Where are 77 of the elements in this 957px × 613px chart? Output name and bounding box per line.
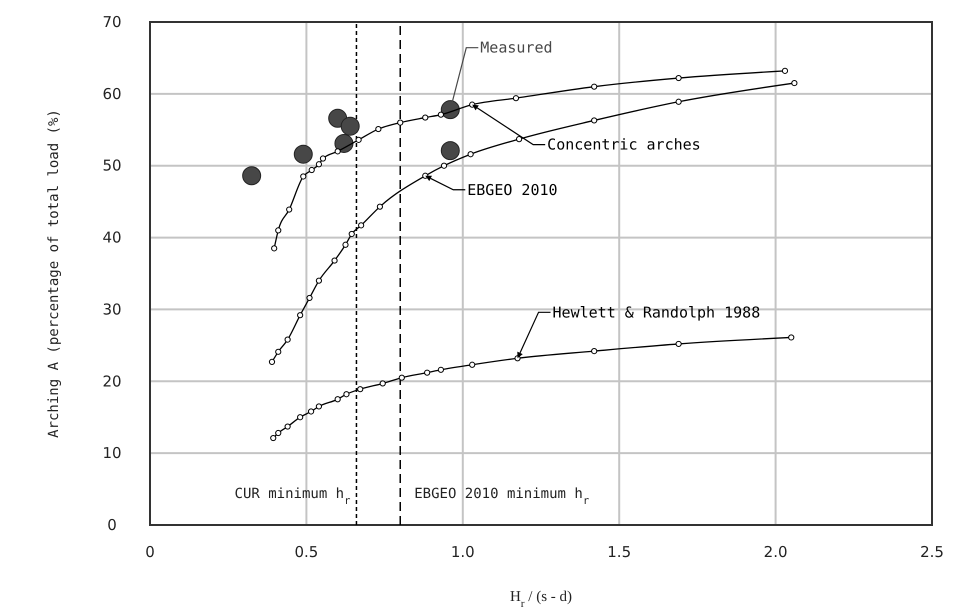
legend-label: EBGEO 2010 <box>467 180 558 199</box>
point <box>512 95 520 102</box>
point <box>320 155 326 162</box>
x-tick-label: 2.5 <box>920 543 944 561</box>
point <box>397 120 404 126</box>
point <box>284 336 291 343</box>
point <box>271 245 278 252</box>
point <box>294 144 313 164</box>
x-tick-label: 0.5 <box>294 543 318 561</box>
point <box>286 206 292 213</box>
point <box>316 278 322 284</box>
y-tick-label: 40 <box>102 228 122 247</box>
point <box>297 312 304 318</box>
point <box>356 136 362 143</box>
point <box>591 348 598 354</box>
x-axis-title: H$_{r}$ / (s - d) <box>510 589 572 610</box>
y-tick-label: 30 <box>102 300 122 318</box>
point <box>331 257 338 264</box>
ref-line-label: CUR minimum h$_{r}$ <box>234 486 350 507</box>
point <box>440 162 448 169</box>
point <box>676 74 682 82</box>
y-tick-label: 10 <box>102 444 122 462</box>
text: Measured <box>480 38 553 57</box>
series-label: Hewlett & Randolph 1988 <box>552 303 760 322</box>
point <box>376 204 384 210</box>
text: Concentric arches <box>547 136 701 154</box>
point <box>340 116 360 136</box>
point <box>334 148 341 154</box>
y-tick-label: 0 <box>107 516 117 534</box>
point <box>270 434 276 442</box>
y-tick-label: 20 <box>102 372 122 390</box>
point <box>242 166 262 186</box>
y-tick-label: 50 <box>102 156 122 175</box>
point <box>676 98 682 105</box>
point <box>469 362 476 368</box>
ref-line-label: EBGEO 2010 minimum h$_{r}$ <box>414 486 590 507</box>
point <box>375 126 382 132</box>
point <box>788 334 794 341</box>
point <box>422 114 428 121</box>
point <box>398 374 405 381</box>
point <box>468 151 474 158</box>
point <box>300 173 306 180</box>
point <box>380 380 386 387</box>
y-tick-label: 60 <box>102 84 122 103</box>
point <box>782 68 788 74</box>
x-tick-label: 0 <box>145 543 155 561</box>
point <box>676 340 682 348</box>
point <box>334 396 341 402</box>
point <box>591 84 598 90</box>
point <box>440 141 460 160</box>
point <box>306 294 313 302</box>
point <box>316 161 322 168</box>
point <box>275 430 282 436</box>
point <box>438 366 444 373</box>
point <box>791 80 798 86</box>
point <box>297 414 304 420</box>
point <box>343 391 350 398</box>
x-tick-label: 2.0 <box>764 543 788 561</box>
point <box>358 222 364 228</box>
x-tick-label: 1.5 <box>607 543 632 561</box>
point <box>316 403 322 410</box>
point <box>275 227 282 234</box>
point <box>275 348 282 355</box>
point <box>357 386 364 392</box>
y-tick-label: 70 <box>102 13 122 31</box>
point <box>342 242 349 248</box>
point <box>424 370 430 376</box>
x-tick-label: 1.0 <box>450 543 475 561</box>
point <box>308 166 315 174</box>
point <box>268 358 276 365</box>
point <box>516 136 522 142</box>
point <box>438 112 444 118</box>
point <box>348 230 355 238</box>
point <box>284 423 291 430</box>
point <box>591 117 598 124</box>
point <box>308 408 314 415</box>
y-axis-title: Arching A (percentage of total load (%) <box>46 109 62 438</box>
